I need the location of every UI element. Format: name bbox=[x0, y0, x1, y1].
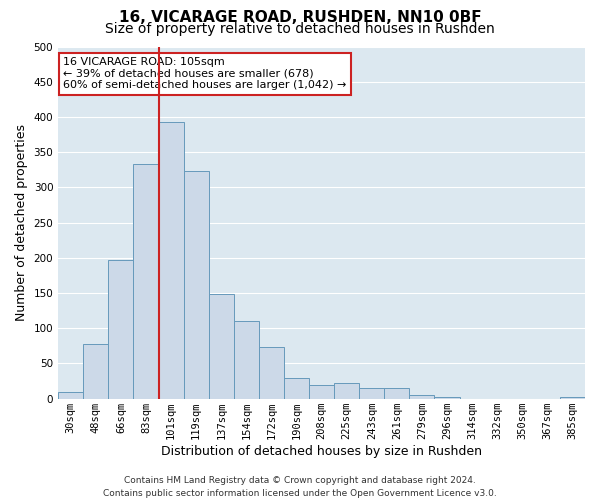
Bar bbox=[109, 260, 133, 398]
Bar bbox=[234, 321, 259, 398]
Bar bbox=[334, 383, 359, 398]
Bar bbox=[385, 388, 409, 398]
Bar bbox=[83, 344, 109, 398]
Bar bbox=[309, 384, 334, 398]
Text: 16 VICARAGE ROAD: 105sqm
← 39% of detached houses are smaller (678)
60% of semi-: 16 VICARAGE ROAD: 105sqm ← 39% of detach… bbox=[64, 57, 347, 90]
Bar bbox=[359, 388, 385, 398]
Bar bbox=[184, 171, 209, 398]
Bar bbox=[158, 122, 184, 398]
Bar bbox=[409, 395, 434, 398]
Text: 16, VICARAGE ROAD, RUSHDEN, NN10 0BF: 16, VICARAGE ROAD, RUSHDEN, NN10 0BF bbox=[119, 10, 481, 25]
Y-axis label: Number of detached properties: Number of detached properties bbox=[15, 124, 28, 321]
Text: Contains HM Land Registry data © Crown copyright and database right 2024.
Contai: Contains HM Land Registry data © Crown c… bbox=[103, 476, 497, 498]
Bar bbox=[284, 378, 309, 398]
Text: Size of property relative to detached houses in Rushden: Size of property relative to detached ho… bbox=[105, 22, 495, 36]
Bar bbox=[209, 294, 234, 399]
Bar bbox=[58, 392, 83, 398]
Bar bbox=[133, 164, 158, 398]
Bar bbox=[259, 348, 284, 399]
X-axis label: Distribution of detached houses by size in Rushden: Distribution of detached houses by size … bbox=[161, 444, 482, 458]
